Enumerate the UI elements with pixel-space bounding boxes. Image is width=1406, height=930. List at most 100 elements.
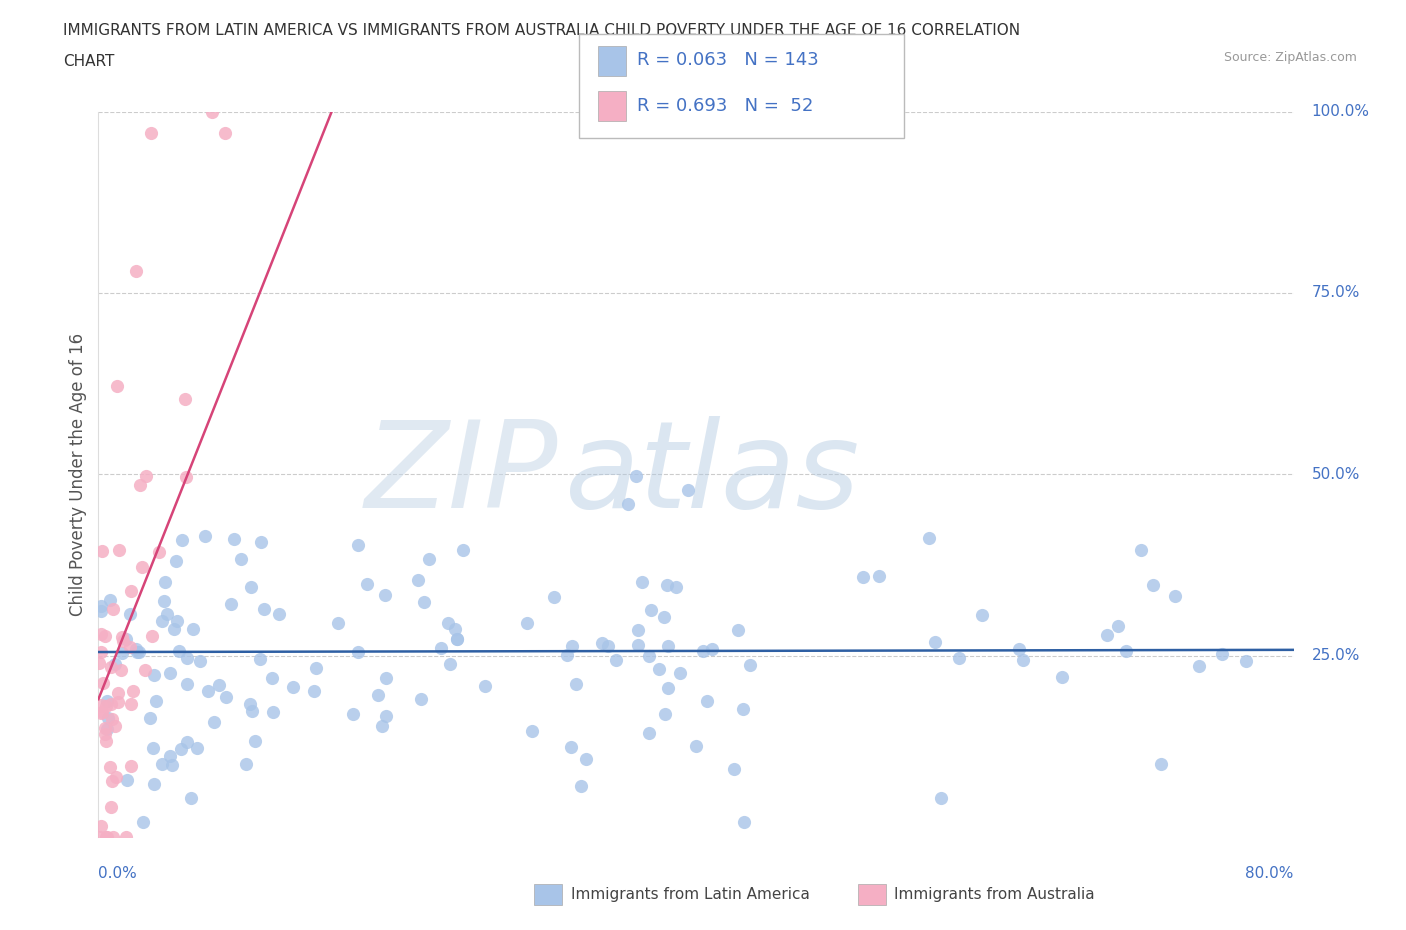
Point (90, 698, 112, 712)
Point (90, 544, 112, 559)
Point (253, 602, 276, 617)
Point (180, 790, 202, 805)
Point (1115, 644, 1137, 658)
Point (240, 579, 263, 594)
Text: 100.0%: 100.0% (1312, 104, 1369, 119)
Point (342, 707, 364, 722)
Point (156, 607, 179, 622)
Point (269, 607, 291, 622)
Point (692, 644, 714, 658)
Point (145, 694, 167, 709)
Point (260, 671, 283, 685)
Point (543, 590, 565, 604)
Point (107, 694, 129, 709)
Point (135, 469, 157, 484)
Point (413, 594, 436, 609)
Point (439, 657, 461, 671)
Point (640, 603, 662, 618)
Point (214, 126, 236, 140)
Point (1234, 653, 1257, 668)
Point (96, 830, 118, 844)
Point (91, 704, 114, 719)
Point (111, 645, 134, 660)
Point (356, 577, 378, 591)
Point (170, 741, 193, 756)
Point (1107, 618, 1129, 633)
Text: R = 0.063   N = 143: R = 0.063 N = 143 (637, 51, 818, 70)
Point (676, 483, 699, 498)
Point (1097, 628, 1119, 643)
Text: Immigrants from Latin America: Immigrants from Latin America (571, 887, 810, 902)
Point (648, 662, 671, 677)
Point (204, 714, 226, 729)
Point (638, 648, 661, 663)
Point (176, 677, 198, 692)
Point (159, 749, 181, 764)
Point (948, 650, 970, 665)
Point (444, 622, 467, 637)
Text: IMMIGRANTS FROM LATIN AMERICA VS IMMIGRANTS FROM AUSTRALIA CHILD POVERTY UNDER T: IMMIGRANTS FROM LATIN AMERICA VS IMMIGRA… (63, 23, 1021, 38)
Point (1211, 646, 1233, 661)
Point (249, 652, 271, 667)
Point (565, 676, 588, 691)
Point (159, 666, 181, 681)
Point (176, 650, 198, 665)
Point (125, 264, 148, 279)
Point (100, 711, 122, 726)
Point (93, 721, 115, 736)
Point (197, 684, 219, 699)
Point (110, 662, 132, 677)
Point (90, 705, 112, 720)
Point (115, 830, 138, 844)
Point (183, 622, 205, 637)
Point (367, 688, 389, 703)
Point (374, 671, 396, 685)
Point (375, 709, 398, 724)
Text: 75.0%: 75.0% (1312, 286, 1360, 300)
Point (929, 790, 952, 805)
Point (98, 593, 121, 608)
Point (219, 596, 242, 611)
Point (654, 707, 676, 722)
Point (122, 684, 145, 698)
Point (446, 631, 468, 646)
Point (215, 690, 238, 705)
Point (852, 569, 875, 584)
Point (1129, 543, 1152, 558)
Point (118, 606, 141, 621)
Point (1164, 589, 1187, 604)
Point (917, 531, 939, 546)
Y-axis label: Child Poverty Under the Age of 16: Child Poverty Under the Age of 16 (69, 333, 87, 616)
Point (657, 578, 679, 592)
Point (98, 759, 121, 774)
Text: Immigrants from Australia: Immigrants from Australia (894, 887, 1095, 902)
Point (239, 697, 262, 711)
Point (1008, 642, 1031, 657)
Point (696, 694, 718, 709)
Point (100, 800, 122, 815)
Point (89, 830, 111, 844)
Point (700, 642, 723, 657)
Point (569, 778, 592, 793)
Point (90, 599, 112, 614)
Point (166, 614, 188, 629)
Point (142, 741, 165, 756)
Point (170, 533, 193, 548)
Point (176, 734, 198, 749)
Point (174, 470, 197, 485)
Point (96, 694, 118, 709)
Point (152, 757, 174, 772)
Point (627, 638, 650, 653)
Point (516, 616, 538, 631)
Point (302, 684, 325, 698)
Point (305, 660, 328, 675)
Point (101, 774, 124, 789)
Point (418, 552, 440, 567)
Point (153, 574, 176, 589)
Point (125, 642, 148, 657)
Point (208, 677, 231, 692)
Point (723, 762, 745, 777)
Point (627, 623, 650, 638)
Text: Source: ZipAtlas.com: Source: ZipAtlas.com (1223, 51, 1357, 64)
Point (630, 575, 652, 590)
